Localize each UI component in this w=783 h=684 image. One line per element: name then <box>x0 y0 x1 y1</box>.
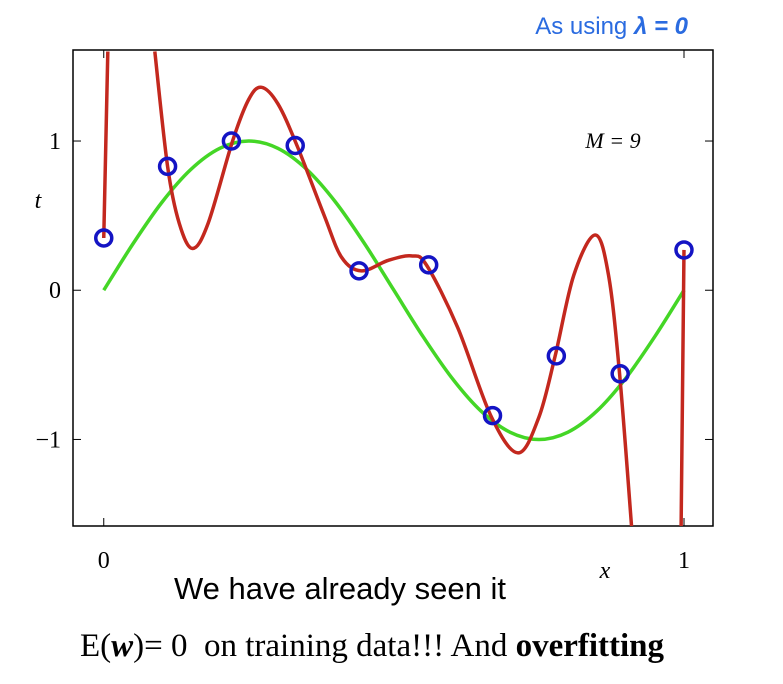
data-point <box>157 156 178 177</box>
caption: E(w)= 0 on training data!!! And overfitt… <box>80 628 665 664</box>
model-label: M = 9 <box>584 128 640 153</box>
data-point <box>610 364 630 384</box>
plot-frame <box>72 49 714 527</box>
data-point <box>674 240 694 260</box>
caption-text: E( <box>80 628 111 664</box>
x-tick-label: 0 <box>98 548 110 574</box>
data-point <box>285 135 305 156</box>
y-tick-label: −1 <box>35 427 61 453</box>
subtitle: We have already seen it <box>174 571 506 606</box>
data-point <box>482 405 503 426</box>
caption-text: )= 0 on training data!!! And <box>133 628 515 664</box>
y-tick-label: 0 <box>49 278 61 304</box>
annotation-text: As using <box>535 13 627 40</box>
caption-emphasis: overfitting <box>516 628 665 664</box>
data-point <box>546 346 567 366</box>
series-line <box>102 139 686 442</box>
x-tick-label: 1 <box>678 548 690 574</box>
data-point <box>418 255 439 275</box>
data-point <box>221 131 242 151</box>
y-tick-label: 1 <box>49 129 61 155</box>
data-point <box>349 261 369 281</box>
annotation-symbol: λ = 0 <box>632 13 689 40</box>
annotation: As using λ = 0 <box>535 13 688 40</box>
data-point <box>94 228 114 248</box>
plot-area <box>102 51 686 526</box>
x-axis-label: x <box>599 558 611 584</box>
caption-symbol: w <box>111 628 134 664</box>
y-axis-label: t <box>35 188 43 214</box>
series-line <box>102 51 686 526</box>
